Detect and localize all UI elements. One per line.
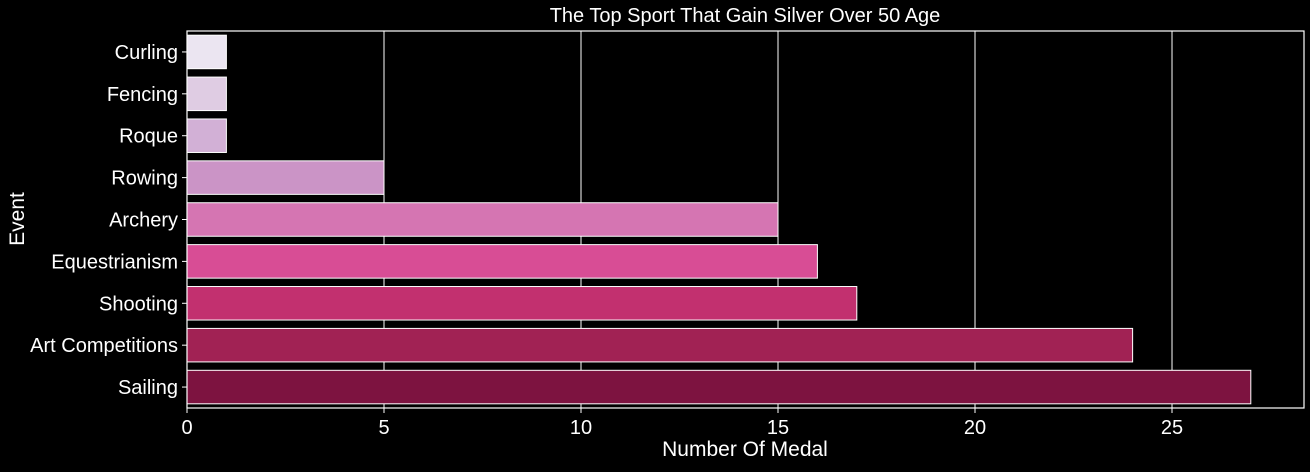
- x-tick-label: 20: [964, 417, 986, 439]
- x-axis-label: Number Of Medal: [662, 438, 828, 461]
- y-tick-label: Rowing: [111, 168, 178, 190]
- bar-rowing: [186, 160, 385, 195]
- y-tick-label: Fencing: [107, 84, 178, 106]
- y-tick-label: Sailing: [118, 377, 178, 399]
- y-tick-labels: Curling Fencing Roque Rowing Archery Equestri…: [30, 42, 187, 399]
- bar-sailing: [186, 369, 1252, 405]
- bar-shooting: [186, 286, 858, 321]
- chart-title: The Top Sport That Gain Silver Over 50 A…: [550, 5, 941, 27]
- bar-fencing: [186, 76, 227, 112]
- bar-roque: [186, 118, 227, 153]
- x-tick-label: 0: [181, 417, 192, 439]
- bar-curling: [186, 34, 227, 70]
- bar-equestrianism: [186, 244, 818, 279]
- x-tick-label: 10: [570, 417, 592, 439]
- y-axis-label: Event: [6, 192, 29, 246]
- y-tick-label: Equestrianism: [51, 251, 178, 273]
- bars: [186, 34, 1252, 405]
- x-tick-label: 15: [767, 417, 789, 439]
- bar-archery: [186, 202, 779, 237]
- bar-art-competitions: [186, 327, 1134, 363]
- x-tick-label: 25: [1161, 417, 1183, 439]
- y-tick-label: Shooting: [99, 293, 178, 315]
- x-tick-labels: 0 5 10 15 20 25: [181, 408, 1183, 439]
- y-tick-label: Curling: [115, 42, 178, 64]
- y-tick-label: Archery: [109, 210, 178, 232]
- x-tick-label: 5: [378, 417, 389, 439]
- y-tick-label: Art Competitions: [30, 335, 178, 357]
- y-tick-label: Roque: [119, 126, 178, 148]
